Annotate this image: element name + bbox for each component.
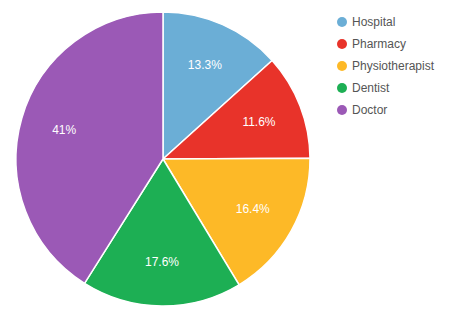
- data-label: 13.3%: [188, 58, 222, 72]
- legend-marker: [337, 105, 347, 115]
- legend-marker: [337, 83, 347, 93]
- legend-label: Pharmacy: [352, 37, 406, 51]
- data-label: 41%: [52, 123, 76, 137]
- legend-item: Pharmacy: [337, 37, 406, 51]
- legend-label: Physiotherapist: [352, 59, 435, 73]
- legend-marker: [337, 39, 347, 49]
- legend-label: Doctor: [352, 103, 387, 117]
- pie-slice: [163, 61, 310, 160]
- data-labels: 13.3% 11.6% 16.4% 17.6% 41%: [52, 58, 276, 269]
- data-label: 11.6%: [242, 115, 275, 129]
- chart-container: 13.3% 11.6% 16.4% 17.6% 41% Hospital Pharmacy P…: [0, 0, 466, 318]
- legend-marker: [337, 17, 347, 27]
- legend-label: Dentist: [352, 81, 390, 95]
- legend-item: Doctor: [337, 103, 387, 117]
- legend-marker: [337, 61, 347, 71]
- legend-item: Dentist: [337, 81, 390, 95]
- data-label: 16.4%: [236, 202, 270, 216]
- chart-svg: 13.3% 11.6% 16.4% 17.6% 41% Hospital Pharmacy P…: [0, 0, 466, 318]
- legend-item: Hospital: [337, 15, 395, 29]
- legend-item: Physiotherapist: [337, 59, 435, 73]
- pie-slice: [16, 12, 163, 283]
- pie: [16, 12, 310, 306]
- data-label: 17.6%: [145, 255, 179, 269]
- legend-label: Hospital: [352, 15, 395, 29]
- legend: Hospital Pharmacy Physiotherapist Dentist Do…: [337, 15, 435, 117]
